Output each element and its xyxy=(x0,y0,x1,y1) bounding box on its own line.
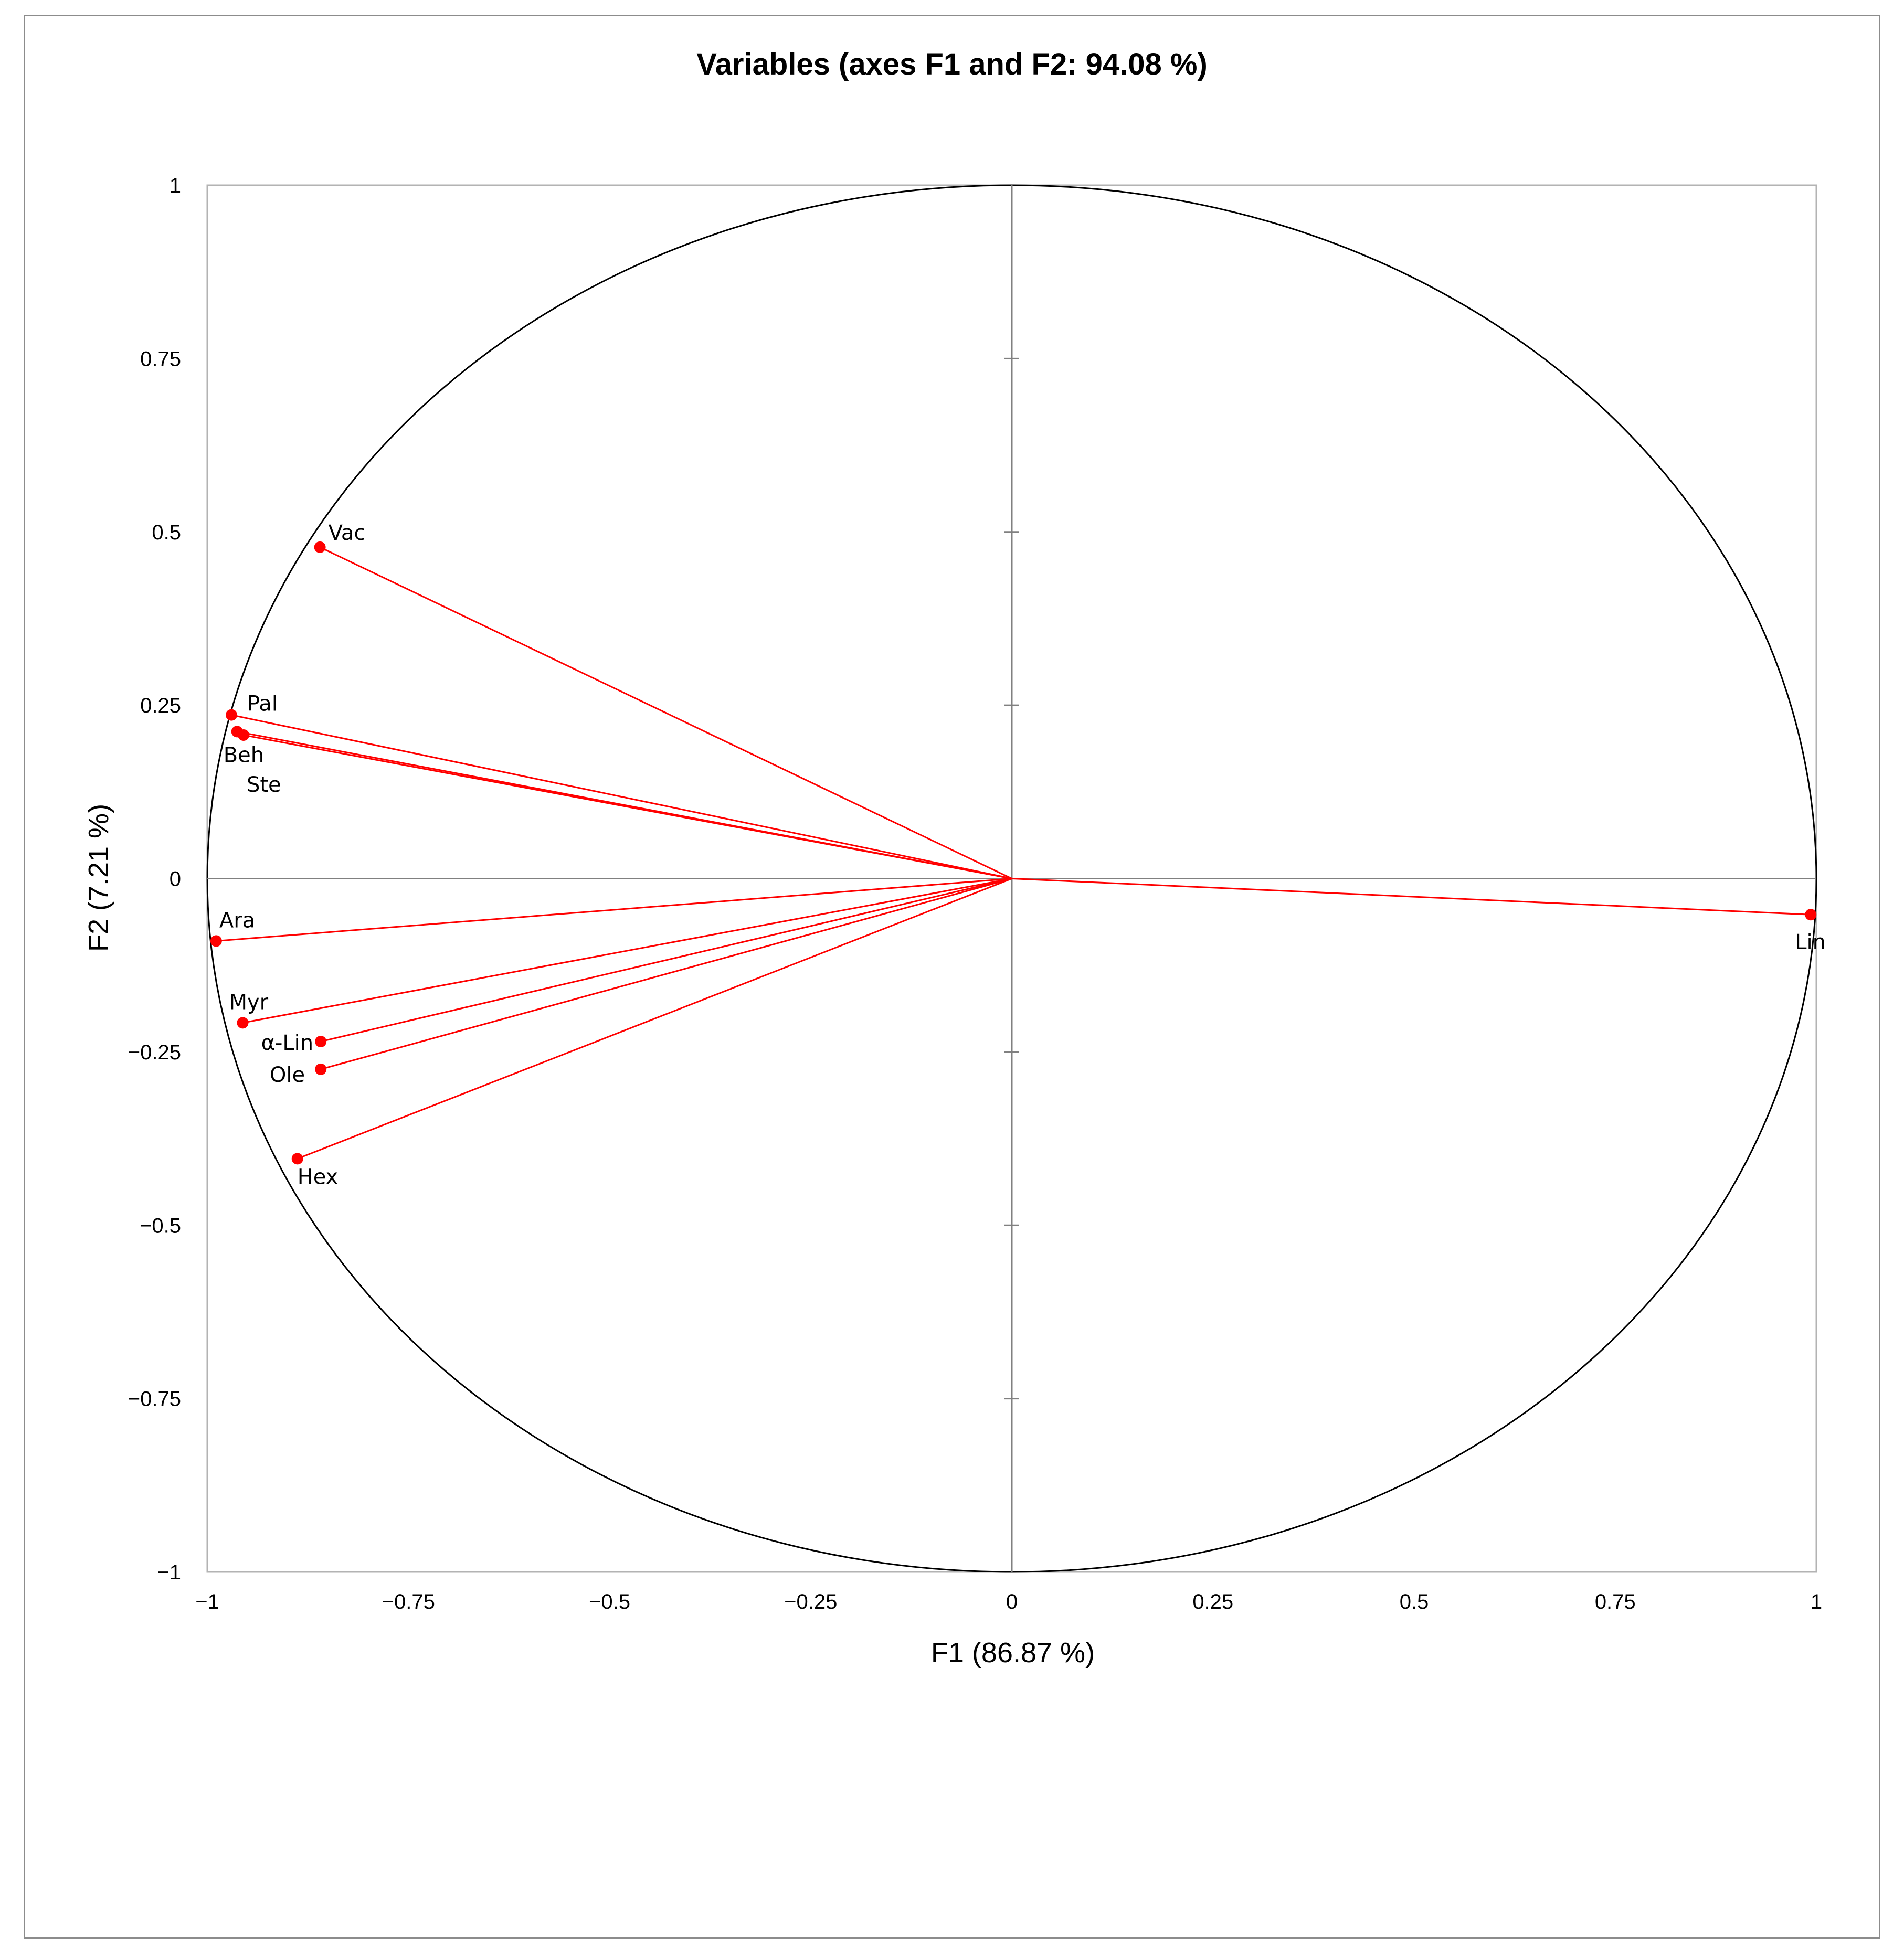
y-tick-label: 1 xyxy=(170,174,181,197)
point-label: Vac xyxy=(329,521,366,545)
y-tick-label: 0 xyxy=(170,868,181,891)
point-Pal xyxy=(225,709,237,721)
y-tick-label: 0.75 xyxy=(140,347,181,370)
vector-Myr xyxy=(242,878,1012,1024)
vector-Vac xyxy=(319,546,1012,879)
variable-vectors xyxy=(210,541,1817,1165)
point-label: Pal xyxy=(247,692,278,716)
point-label: Myr xyxy=(229,990,268,1014)
x-tick-label: 0.5 xyxy=(1400,1590,1429,1613)
vector-Ole xyxy=(320,878,1012,1070)
x-tick-label: −0.75 xyxy=(382,1590,435,1613)
chart-frame xyxy=(24,15,1880,1939)
point-label: Ara xyxy=(219,908,255,932)
y-axis-title: F2 (7.21 %) xyxy=(83,804,114,952)
point-label: α-Lin xyxy=(261,1031,314,1055)
x-axis-title: F1 (86.87 %) xyxy=(931,1637,1095,1669)
x-axis-tick-labels: −1 −0.75 −0.5 −0.25 0 0.25 0.5 0.75 1 xyxy=(195,1590,1822,1613)
point-label: Ole xyxy=(270,1063,305,1087)
x-tick-label: 1 xyxy=(1811,1590,1822,1613)
x-tick-label: 0.25 xyxy=(1192,1590,1233,1613)
vector-α-Lin xyxy=(320,878,1012,1043)
point-Vac xyxy=(314,541,326,553)
y-tick-label: −0.75 xyxy=(128,1388,181,1411)
y-tick-label: −0.5 xyxy=(140,1214,181,1237)
point-Hex xyxy=(291,1153,303,1165)
y-tick-label: 0.25 xyxy=(140,694,181,717)
x-tick-label: 0.75 xyxy=(1595,1590,1636,1613)
x-tick-label: −1 xyxy=(195,1590,219,1613)
point-Ste xyxy=(237,729,249,741)
point-Lin xyxy=(1805,909,1817,921)
point-label: Hex xyxy=(298,1165,339,1189)
point-α-Lin xyxy=(315,1036,327,1048)
x-tick-label: −0.5 xyxy=(589,1590,630,1613)
y-tick-label: −1 xyxy=(157,1561,181,1584)
vector-Ara xyxy=(216,878,1012,942)
y-tick-label: 0.5 xyxy=(152,521,181,544)
vector-Pal xyxy=(231,714,1012,879)
point-labels: Vac Pal Beh Ste Ara Myr α-Lin Ole Hex Lin xyxy=(219,521,1826,1189)
point-label: Ste xyxy=(247,773,281,797)
point-Myr xyxy=(237,1017,249,1029)
point-Ole xyxy=(315,1063,327,1075)
point-label: Lin xyxy=(1795,930,1826,954)
x-tick-label: 0 xyxy=(1006,1590,1018,1613)
vector-Lin xyxy=(1011,878,1811,916)
point-label: Beh xyxy=(224,743,264,767)
vector-Ste xyxy=(243,734,1012,879)
chart-title: Variables (axes F1 and F2: 94.08 %) xyxy=(696,47,1208,81)
vector-Hex xyxy=(297,878,1012,1160)
point-Ara xyxy=(210,935,222,947)
y-tick-label: −0.25 xyxy=(128,1041,181,1064)
y-axis-tick-labels: 1 0.75 0.5 0.25 0 −0.25 −0.5 −0.75 −1 xyxy=(128,174,181,1584)
x-tick-label: −0.25 xyxy=(784,1590,837,1613)
